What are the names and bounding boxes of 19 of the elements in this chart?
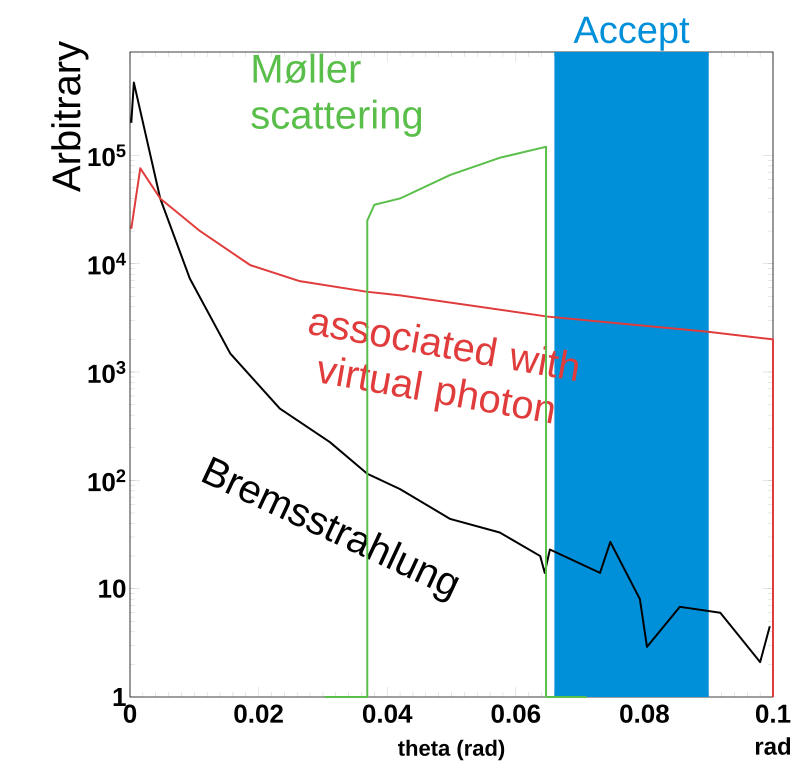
y-tick-label: 10$^{2}$	[88, 469, 126, 492]
x-axis-title: theta (rad)	[398, 740, 504, 760]
x-tick-label: 0.08	[620, 704, 669, 723]
x-tick-label: 0	[124, 704, 136, 723]
y-tick-label: 10$^{3}$	[88, 361, 126, 383]
y-tick-label: 10	[99, 579, 126, 598]
band-label: Accept	[574, 16, 690, 51]
y-tick-label: 10$^{4}$	[88, 252, 126, 275]
text: associated with virtual photon	[308, 314, 578, 424]
line-series	[130, 167, 774, 698]
x-tick-label: 0.06	[492, 704, 540, 723]
series-label: Møller scattering	[251, 54, 422, 137]
x-tick-label: 0.1	[756, 704, 790, 723]
y-tick-label: 10$^{5}$	[88, 144, 126, 166]
x-tick-label: 0.02	[234, 704, 283, 723]
text: rad	[756, 737, 790, 755]
y-axis-title: Arbitrary	[51, 41, 88, 192]
x-tick-label: 0.04	[362, 704, 412, 723]
y-tick-label: 1	[114, 688, 126, 706]
